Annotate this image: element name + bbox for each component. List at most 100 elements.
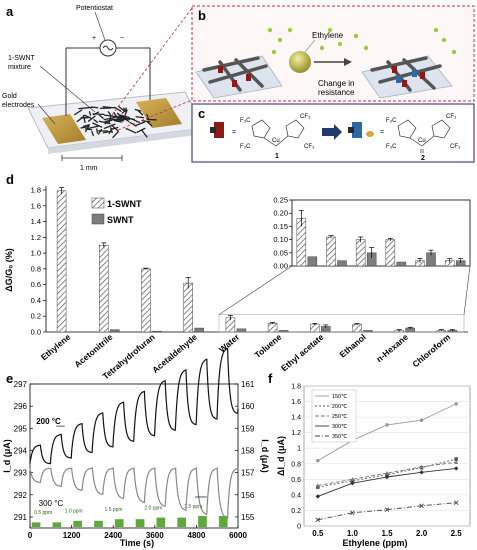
ethylene-label: Ethylene xyxy=(312,31,344,40)
bar-1-swnt xyxy=(183,282,193,333)
change-label-1: Change in xyxy=(318,79,354,88)
cf3-a: F₃C xyxy=(240,118,251,124)
cu-label-1: Cu xyxy=(272,138,280,144)
nanotube xyxy=(134,121,146,127)
f-legend-label: 200℃ xyxy=(332,404,348,410)
minus-sign: − xyxy=(120,35,124,42)
nanotube xyxy=(98,114,104,119)
e-xtick-label: 2400 xyxy=(104,531,122,540)
electrodes-label-2: electrodes xyxy=(2,102,35,109)
electrodes-label-1: Gold xyxy=(2,93,17,100)
complex-marker xyxy=(402,80,407,87)
f-ytick-label: 1 xyxy=(297,446,301,453)
nanotube xyxy=(103,123,116,130)
f-xtick-label: 1.5 xyxy=(381,529,393,538)
complex-marker xyxy=(218,66,223,73)
scale-label: 1 mm xyxy=(80,165,98,172)
pulse-label: 1.0 ppm xyxy=(65,509,83,515)
f-legend-box xyxy=(311,389,357,443)
nanotube xyxy=(113,111,118,118)
ethylene-dot xyxy=(327,27,333,33)
f-series-line xyxy=(317,461,457,486)
d-inset-ytick-label: 0.00 xyxy=(273,262,288,271)
bar-swnt xyxy=(152,330,162,333)
gas-pulse-bar xyxy=(73,520,82,527)
panel-d: d ΔG/G₀ (%) 0.0 0.2 0.4 0.6 0.8 1.0 1.2 1.4 1.6 1… xyxy=(4,172,471,381)
nanotube xyxy=(112,131,119,139)
f-point xyxy=(453,500,459,505)
f-xtick-label: 0.5 xyxy=(312,529,324,538)
f-point xyxy=(350,481,355,486)
nanotube xyxy=(146,121,153,127)
f-point xyxy=(350,477,355,481)
f-xtick-label: 1.0 xyxy=(347,529,359,538)
d-category-label: Ethylene xyxy=(39,332,73,363)
d-category-label: Acetonitrile xyxy=(72,332,114,370)
pulse-label: 2.5 ppm xyxy=(184,504,202,510)
f-ytick-label: 1.2 xyxy=(291,430,301,437)
f-series-line xyxy=(317,458,457,488)
panel-label-c: c xyxy=(198,106,205,121)
structure-1 xyxy=(251,119,305,147)
d-category-label: n-Hexane xyxy=(374,332,410,364)
f-point xyxy=(350,510,355,516)
f-point xyxy=(454,457,458,461)
nanotube xyxy=(107,111,112,116)
nanotube xyxy=(83,114,92,119)
nanotube xyxy=(82,124,90,127)
f-point xyxy=(454,460,459,464)
f-point xyxy=(384,474,390,480)
ethylene-bound-icon xyxy=(366,131,374,137)
nanotube-bundle xyxy=(402,58,436,90)
gold-electrode-right xyxy=(136,98,182,128)
f-xlabel: Ethylene (ppm) xyxy=(342,538,407,548)
panel-label-e: e xyxy=(6,371,13,386)
equals-2: = xyxy=(380,129,384,136)
f-point xyxy=(419,470,424,475)
ethylene-gas-dots xyxy=(267,27,457,55)
e-xtick-label: 6000 xyxy=(229,531,247,540)
equals-1: = xyxy=(232,129,236,136)
panel-label-b: b xyxy=(198,8,206,23)
complex-marker xyxy=(232,80,237,87)
e-ytick-label-left: 296 xyxy=(14,402,28,411)
e-ytick-label-left: 295 xyxy=(14,424,28,433)
nanotube xyxy=(135,116,145,119)
bar-swnt xyxy=(194,327,204,333)
d-ytick-label: 1.2 xyxy=(31,233,41,242)
cf3-d: CF₃ xyxy=(304,144,315,150)
e-ytick-label-right: 158 xyxy=(241,446,255,455)
panel-a: a + − Potentiostat 1-SWNT mixture Gold e… xyxy=(2,4,206,172)
e-xtick-label: 3600 xyxy=(146,531,164,540)
ethylene-dot xyxy=(271,49,277,55)
d-ytick-label: 0.0 xyxy=(31,328,41,337)
bar-1-swnt xyxy=(56,190,67,333)
e-ytick-label-right: 160 xyxy=(241,402,255,411)
mixture-label-1: 1-SWNT xyxy=(8,55,36,62)
gas-pulse-bar xyxy=(156,517,166,527)
inset-bar-swnt xyxy=(337,260,347,267)
nanotube xyxy=(125,127,137,134)
e-xtick-label: 4800 xyxy=(188,531,206,540)
f-point xyxy=(385,423,389,427)
complex-marker xyxy=(246,74,251,81)
e-ytick-label-right: 159 xyxy=(241,424,255,433)
gas-pulse-bar xyxy=(31,522,41,527)
e-ytick-label-left: 292 xyxy=(14,491,28,500)
cf3-g: F₃C xyxy=(386,144,397,150)
nanotube xyxy=(92,122,103,128)
f-point xyxy=(419,503,424,509)
nanotube xyxy=(80,125,90,129)
legend-label-swnt: SWNT xyxy=(107,215,134,225)
cf3-c: F₃C xyxy=(240,144,251,150)
ethylene-dot xyxy=(319,45,325,51)
mixture-label-2: mixture xyxy=(8,64,31,71)
nanotube-bundle xyxy=(208,64,268,84)
d-inset-frame xyxy=(291,199,471,267)
f-ytick-label: 1.8 xyxy=(291,384,301,391)
annotation-300c: 300 °C xyxy=(39,499,64,508)
copper-complex-icon-2 xyxy=(352,122,362,138)
d-inset-ytick-label: 0.10 xyxy=(273,235,288,244)
d-category-label: Ethyl acetate xyxy=(279,332,326,374)
structure-2 xyxy=(397,119,451,153)
